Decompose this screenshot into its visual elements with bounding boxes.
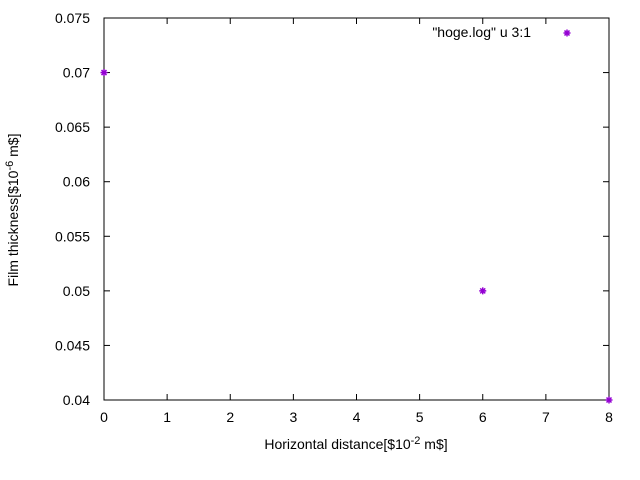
plot-frame [103,17,610,401]
legend-marker [563,29,571,37]
legend: "hoge.log" u 3:1 [432,24,571,40]
x-tick-label: 5 [416,409,424,425]
x-tick-label: 3 [289,409,297,425]
x-tick-label: 8 [605,409,613,425]
data-point [605,396,613,404]
y-tick-label: 0.04 [63,392,90,408]
x-axis-label-exponent: -2 [411,435,421,447]
y-axis-label-exponent: -6 [4,161,16,171]
y-axis-label: Film thickness[$10-6 m$] [4,134,21,287]
legend-label: "hoge.log" u 3:1 [432,24,531,40]
legend-marker-star [563,29,571,37]
x-axis-label: Horizontal distance[$10-2 m$] [264,435,447,452]
y-axis-label-unit: m$] [5,134,21,161]
y-tick-label: 0.07 [63,65,90,81]
axis-ticks [103,17,610,401]
x-tick-label: 0 [100,409,108,425]
tick-labels: 0 1 2 3 4 5 6 7 8 0.04 0.045 0.05 0.055 0.06 0.065 0.07… [55,10,613,425]
y-tick-label: 0.075 [55,10,90,26]
x-tick-label: 2 [226,409,234,425]
data-point [100,69,108,77]
y-tick-label: 0.05 [63,283,90,299]
y-tick-label: 0.065 [55,119,90,135]
y-tick-label: 0.045 [55,337,90,353]
x-axis-label-text: Horizontal distance[$10 [264,436,411,452]
data-points [100,69,613,404]
y-tick-label: 0.055 [55,228,90,244]
data-point [479,287,487,295]
x-axis-label-unit: m$] [420,436,447,452]
x-tick-label: 6 [479,409,487,425]
x-tick-label: 7 [542,409,550,425]
y-axis-label-text: Film thickness[$10 [5,170,21,286]
x-tick-label: 1 [163,409,171,425]
x-tick-label: 4 [353,409,361,425]
y-tick-label: 0.06 [63,174,90,190]
